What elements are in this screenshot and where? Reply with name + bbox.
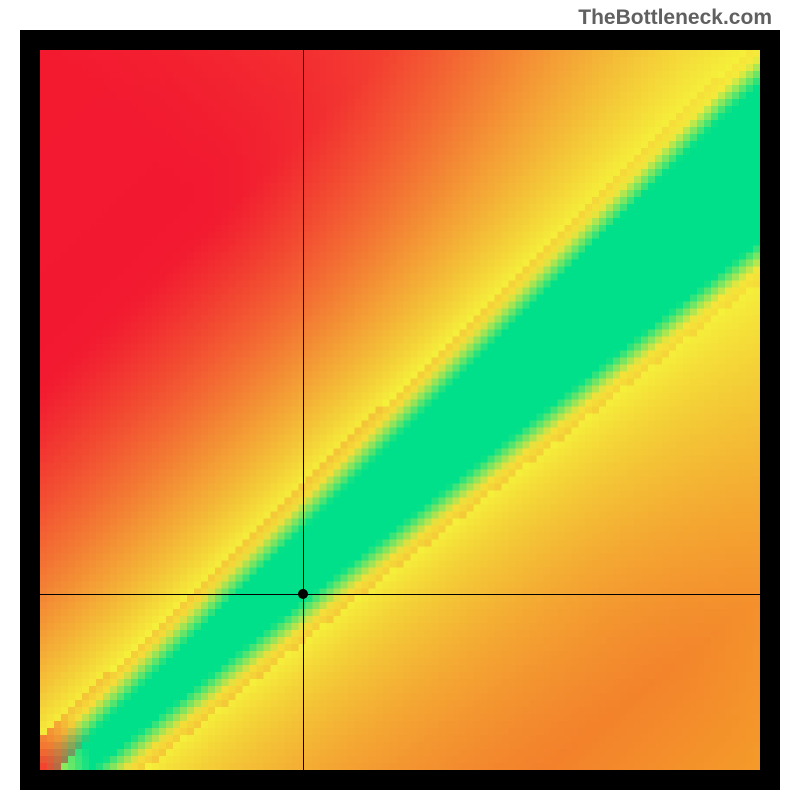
frame-right	[760, 30, 780, 790]
frame-left	[20, 30, 40, 790]
frame-top	[20, 30, 780, 50]
chart-root: { "watermark": { "text": "TheBottleneck.…	[0, 0, 800, 800]
marker-canvas	[40, 50, 760, 770]
frame-bottom	[20, 770, 780, 790]
watermark-text: TheBottleneck.com	[578, 6, 772, 30]
